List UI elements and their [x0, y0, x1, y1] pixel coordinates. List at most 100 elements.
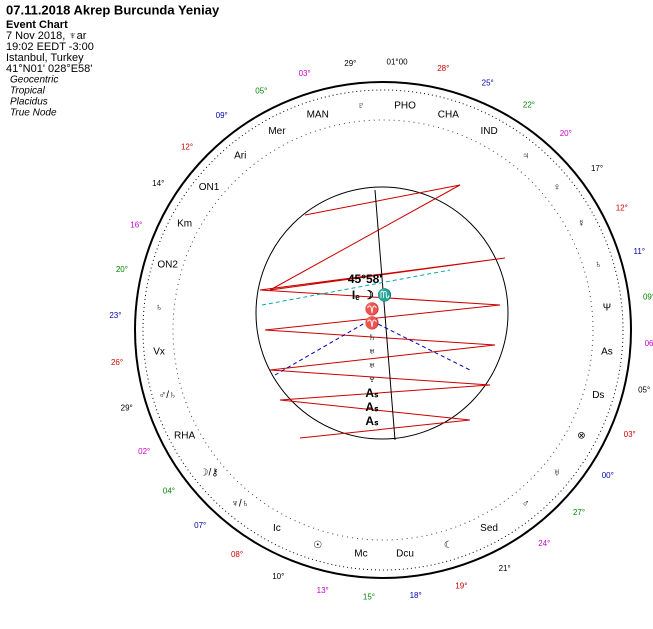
coords: 41°N01' 028°E58': [6, 63, 92, 75]
place: Istanbul, Turkey: [6, 52, 84, 64]
degree-label: 03°: [624, 430, 636, 439]
inner-symbol: Aₛ: [365, 386, 379, 400]
point-label: ♄: [155, 303, 163, 314]
point-label: ☾: [444, 540, 453, 551]
inner-symbol: ♈: [365, 302, 380, 316]
point-label: MAN: [307, 109, 329, 120]
degree-label: 29°: [344, 59, 356, 68]
point-label: ♀: [553, 182, 561, 193]
inner-symbol: ♄: [368, 330, 377, 344]
point-label: Ψ: [603, 303, 611, 314]
degree-label: 21°: [499, 564, 511, 573]
point-label: Mer: [268, 126, 286, 137]
inner-symbol: ♆: [368, 372, 377, 386]
tick-ring: [142, 89, 624, 571]
inner-symbol: ♅: [368, 344, 377, 358]
inner-symbol: Aₛ: [365, 414, 379, 428]
point-label: PHO: [394, 101, 416, 112]
point-label: Vx: [153, 347, 165, 358]
axis-line: [374, 189, 396, 441]
point-label: Ari: [234, 151, 246, 162]
degree-label: 19°: [455, 581, 467, 590]
point-label: Mc: [354, 549, 367, 560]
point-label: Km: [177, 219, 192, 230]
degree-label: 01°00: [387, 57, 409, 66]
setting: Tropical: [10, 86, 46, 97]
degree-label: 12°: [616, 203, 628, 212]
degree-label: 28°: [437, 64, 449, 73]
degree-label: 04°: [163, 486, 175, 495]
subtitle: Event Chart: [6, 19, 68, 31]
point-label: ☉: [313, 540, 322, 551]
degree-label: 29°: [121, 403, 133, 412]
degree-label: 27°: [573, 508, 585, 517]
point-label: ☿: [578, 219, 586, 230]
degree-label: 24°: [538, 539, 550, 548]
aspect-dashed: [274, 319, 471, 376]
degree-label: 05°: [255, 86, 267, 95]
aspect-circle: [255, 186, 509, 440]
point-label: ♃: [522, 151, 530, 162]
setting: Placidus: [10, 97, 48, 108]
degrees: 01°00 28° 25° 22° 20° 17° 12° 11° 09° 06° 05° 03° 00…: [109, 57, 653, 601]
degree-label: 09°: [216, 111, 228, 120]
point-label: Sed: [480, 523, 498, 534]
degree-label: 06°: [645, 339, 653, 348]
point-label: Ds: [592, 390, 604, 401]
point-label: CHA: [438, 109, 459, 120]
point-label: ♂/♄: [159, 390, 177, 401]
degree-label: 08°: [231, 550, 243, 559]
degree-label: 03°: [299, 69, 311, 78]
point-label: Dcu: [396, 549, 414, 560]
inner-symbol: Aₛ: [365, 400, 379, 414]
center-label: 45°58': [348, 272, 382, 286]
degree-label: 26°: [111, 358, 123, 367]
degree-label: 25°: [482, 78, 494, 87]
time: 19:02 EEDT -3:00: [6, 41, 94, 53]
degree-label: 23°: [109, 311, 121, 320]
point-label: ON1: [199, 182, 220, 193]
outer-ring: [134, 81, 632, 579]
inner-tick-ring: [172, 119, 594, 541]
points: PHO CHA IND ♃ ♀ ☿ ♄ Ψ As Ds ⊗ ♅ ♂ Sed ☾ Dcu Mc ☉ Ic ♆/♄ ☽/⚷ R…: [153, 101, 613, 560]
point-label: ON2: [157, 259, 178, 270]
inner-symbol: ♈: [365, 316, 380, 330]
date: 7 Nov 2018, ♆ar: [6, 30, 87, 42]
degree-label: 20°: [116, 265, 128, 274]
aspect-lines: [259, 184, 506, 439]
point-label: ♆/♄: [231, 499, 249, 510]
aspect-dashed: [261, 269, 451, 306]
degree-label: 05°: [638, 385, 650, 394]
degree-label: 09°: [643, 292, 653, 301]
degree-label: 02°: [138, 447, 150, 456]
inner-symbol: ♅: [368, 358, 377, 372]
point-label: As: [601, 347, 613, 358]
degree-label: 07°: [194, 521, 206, 530]
inner-symbol: Iₑ ☽ ♏: [352, 288, 392, 302]
setting: Geocentric: [10, 75, 58, 86]
point-label: RHA: [174, 431, 195, 442]
degree-label: 10°: [272, 572, 284, 581]
degree-label: 15°: [363, 593, 375, 602]
degree-label: 18°: [410, 591, 422, 600]
degree-label: 14°: [152, 179, 164, 188]
degree-label: 13°: [317, 586, 329, 595]
degree-label: 11°: [634, 247, 646, 256]
point-label: ☽/⚷: [200, 467, 219, 478]
point-label: ♄: [595, 259, 603, 270]
point-label: ♂: [522, 499, 530, 510]
title: 07.11.2018 Akrep Burcunda Yeniay: [6, 2, 220, 17]
point-label: IND: [480, 126, 497, 137]
point-label: ♅: [553, 467, 561, 478]
degree-label: 17°: [591, 164, 603, 173]
degree-label: 22°: [523, 100, 535, 109]
point-label: ⊗: [577, 431, 585, 442]
setting: True Node: [10, 108, 57, 119]
degree-label: 12°: [181, 142, 193, 151]
degree-label: 20°: [560, 129, 572, 138]
degree-label: 00°: [602, 471, 614, 480]
